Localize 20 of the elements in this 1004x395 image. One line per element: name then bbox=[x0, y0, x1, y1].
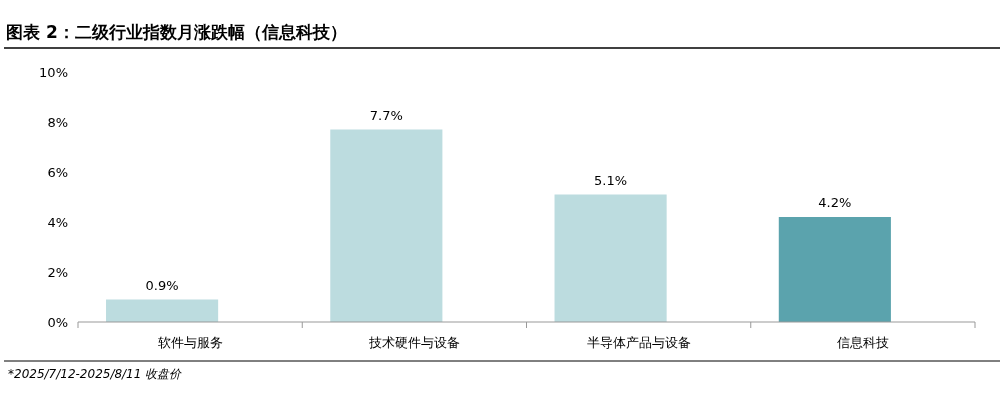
chart-title: 图表 2：二级行业指数月涨跌幅（信息科技） bbox=[6, 22, 347, 42]
x-tick-label: 半导体产品与设备 bbox=[586, 335, 691, 350]
y-tick-label: 10% bbox=[39, 65, 68, 80]
bar bbox=[330, 129, 443, 322]
x-tick-label: 信息科技 bbox=[836, 335, 889, 350]
y-tick-label: 0% bbox=[47, 315, 68, 330]
y-tick-label: 6% bbox=[47, 165, 68, 180]
y-tick-label: 2% bbox=[47, 265, 68, 280]
x-tick-label: 技术硬件与设备 bbox=[367, 335, 460, 350]
bar bbox=[554, 194, 667, 322]
data-label: 4.2% bbox=[818, 195, 852, 210]
y-tick-label: 4% bbox=[47, 215, 68, 230]
data-label: 7.7% bbox=[369, 107, 403, 123]
text: *2025/7/12-2025/8/11 收盘价 bbox=[8, 367, 183, 381]
x-tick-label: 软件与服务 bbox=[157, 335, 223, 350]
data-label: 0.9% bbox=[145, 277, 179, 293]
bar bbox=[778, 217, 891, 322]
y-tick-label: 8% bbox=[47, 115, 68, 130]
data-label: 5.1% bbox=[594, 172, 628, 188]
bar bbox=[106, 299, 219, 322]
